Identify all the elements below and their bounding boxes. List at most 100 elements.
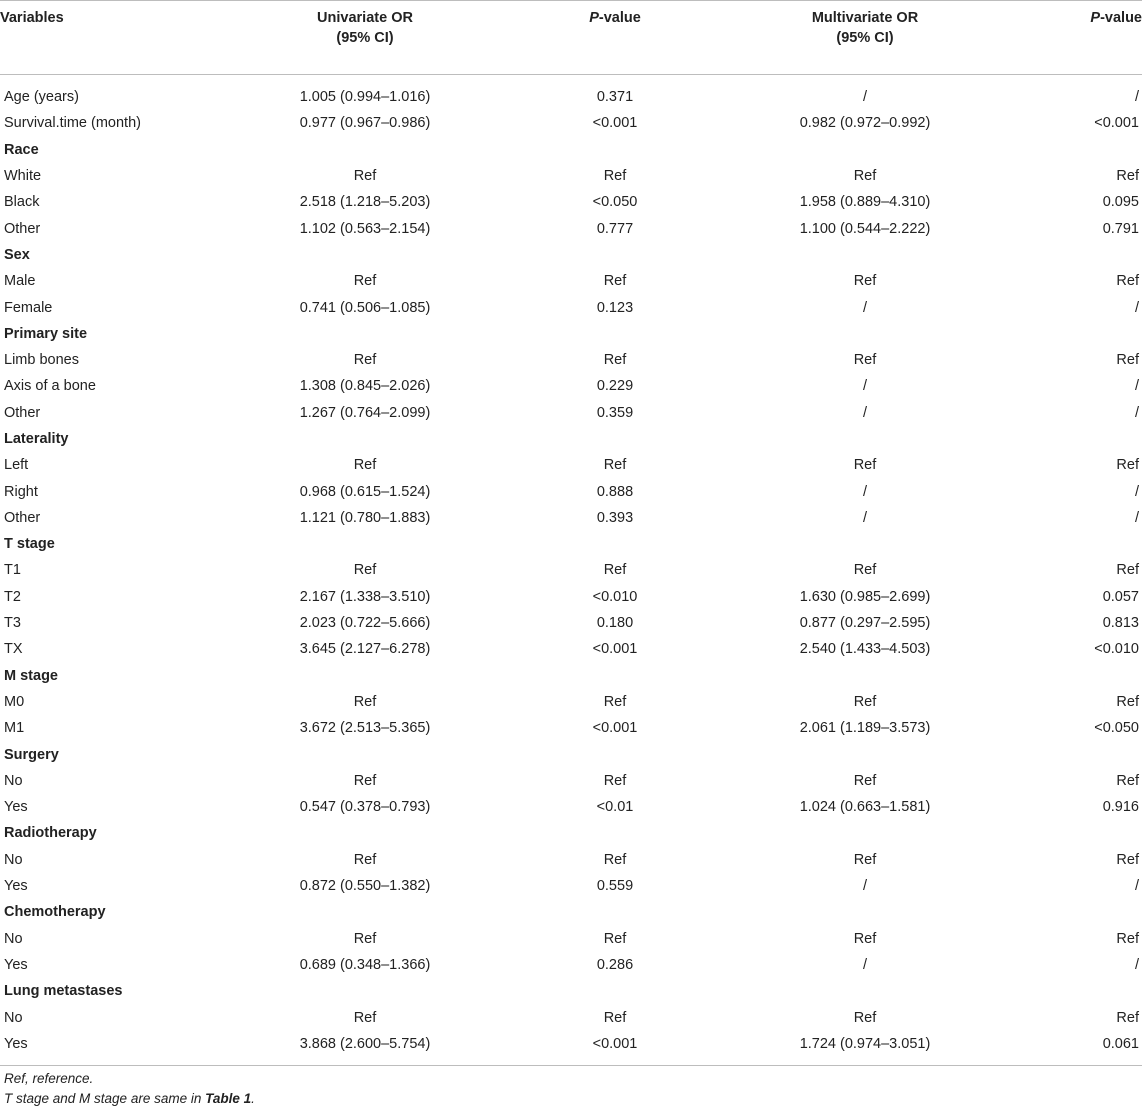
cell-variable: Female (4, 299, 53, 316)
footnote-stage: T stage and M stage are same in Table 1. (4, 1091, 255, 1106)
table-footnotes: Ref, reference. T stage and M stage are … (4, 1069, 255, 1109)
cell-univariate-p-value: 0.888 (596, 483, 634, 500)
group-header-row: M stage (0, 663, 1142, 689)
cell-univariate-p-value (515, 663, 715, 689)
cell-univariate-p-value: <0.050 (592, 194, 638, 211)
cell-variable: Other (4, 220, 41, 237)
group-header-row: Surgery (0, 741, 1142, 767)
cell-variable: Sex (4, 246, 30, 263)
cell-multivariate-or (715, 321, 1015, 347)
cell-variable: M0 (4, 693, 25, 710)
cell-univariate-p-value: <0.001 (592, 1035, 638, 1052)
cell-univariate-or: 1.121 (0.780–1.883) (299, 509, 431, 526)
cell-univariate-or: 3.645 (2.127–6.278) (299, 641, 431, 658)
cell-multivariate-p-value: 0.791 (1102, 220, 1139, 237)
cell-variable: TX (4, 641, 23, 658)
cell-univariate-or: 0.872 (0.550–1.382) (299, 878, 431, 895)
cell-multivariate-or: 0.877 (0.297–2.595) (799, 615, 931, 632)
table-row: Yes 0.872 (0.550–1.382) 0.559 / / (0, 873, 1142, 899)
cell-univariate-or (215, 899, 515, 925)
cell-multivariate-p-value: Ref (1116, 273, 1139, 290)
cell-univariate-or: 2.518 (1.218–5.203) (299, 194, 431, 211)
cell-multivariate-or (715, 820, 1015, 846)
cell-univariate-p-value: 0.180 (596, 615, 634, 632)
cell-multivariate-or (715, 663, 1015, 689)
cell-univariate-or: 1.005 (0.994–1.016) (299, 89, 431, 106)
cell-variable: Right (4, 483, 38, 500)
cell-multivariate-or: / (862, 483, 868, 500)
table-row: Black 2.518 (1.218–5.203) <0.050 1.958 (0.8… (0, 189, 1142, 215)
cell-univariate-or: Ref (353, 168, 377, 185)
cell-univariate-p-value: <0.001 (592, 115, 638, 132)
cell-multivariate-or: Ref (853, 457, 877, 474)
cell-multivariate-or: / (862, 878, 868, 895)
cell-multivariate-p-value: 0.095 (1102, 194, 1139, 211)
cell-univariate-or: Ref (353, 457, 377, 474)
cell-univariate-or: 1.102 (0.563–2.154) (299, 220, 431, 237)
cell-univariate-p-value: <0.010 (592, 588, 638, 605)
cell-variable: Laterality (4, 431, 69, 447)
cell-multivariate-or: Ref (853, 1009, 877, 1026)
cell-univariate-or: Ref (353, 352, 377, 369)
cell-variable: No (4, 772, 23, 789)
header-univariate-or: Univariate OR (95% CI) (215, 0, 515, 75)
cell-variable: Other (4, 404, 41, 421)
cell-univariate-or: 0.741 (0.506–1.085) (299, 299, 431, 316)
cell-variable: Male (4, 273, 36, 290)
cell-multivariate-or: 1.630 (0.985–2.699) (799, 588, 931, 605)
table-1-reference: Table 1 (205, 1091, 252, 1106)
cell-multivariate-or: Ref (853, 352, 877, 369)
table-bottom-spacer (0, 1056, 1142, 1066)
cell-multivariate-p-value: / (1134, 509, 1139, 526)
table-row: Right 0.968 (0.615–1.524) 0.888 / / (0, 478, 1142, 504)
table-body: Age (years) 1.005 (0.994–1.016) 0.371 / / Sur… (0, 84, 1142, 1066)
cell-multivariate-or: / (862, 89, 868, 106)
cell-univariate-or (215, 242, 515, 268)
cell-multivariate-p-value: Ref (1116, 562, 1139, 579)
cell-univariate-p-value: <0.001 (592, 641, 638, 658)
group-header-row: Race (0, 137, 1142, 163)
cell-multivariate-or: Ref (853, 562, 877, 579)
cell-univariate-p-value (515, 820, 715, 846)
cell-multivariate-p-value: Ref (1116, 352, 1139, 369)
cell-univariate-p-value (515, 741, 715, 767)
cell-multivariate-p-value: 0.061 (1102, 1035, 1139, 1052)
cell-multivariate-or (715, 426, 1015, 452)
cell-multivariate-or (715, 978, 1015, 1004)
cell-multivariate-p-value: / (1134, 299, 1139, 316)
group-header-row: Chemotherapy (0, 899, 1142, 925)
cell-multivariate-p-value: <0.001 (1094, 115, 1139, 132)
cell-univariate-p-value (515, 137, 715, 163)
cell-multivariate-p-value: Ref (1116, 693, 1139, 710)
cell-univariate-p-value: Ref (603, 851, 627, 868)
cell-univariate-or (215, 137, 515, 163)
cell-multivariate-p-value: / (1134, 483, 1139, 500)
cell-univariate-or: 0.968 (0.615–1.524) (299, 483, 431, 500)
table-row: Male Ref Ref Ref Ref (0, 268, 1142, 294)
cell-univariate-p-value: Ref (603, 930, 627, 947)
cell-multivariate-p-value: Ref (1116, 930, 1139, 947)
header-row: Variables Univariate OR (95% CI) P-value… (0, 0, 1142, 75)
table-row: Other 1.267 (0.764–2.099) 0.359 / / (0, 400, 1142, 426)
cell-multivariate-p-value: <0.050 (1094, 720, 1139, 737)
odds-ratio-table: Variables Univariate OR (95% CI) P-value… (0, 0, 1142, 1066)
cell-variable: White (4, 168, 42, 185)
cell-univariate-p-value: Ref (603, 457, 627, 474)
cell-univariate-or (215, 820, 515, 846)
header-multivariate-or: Multivariate OR (95% CI) (715, 0, 1015, 75)
table-row: T3 2.023 (0.722–5.666) 0.180 0.877 (0.297–2… (0, 610, 1142, 636)
cell-multivariate-or: Ref (853, 273, 877, 290)
table-row: Left Ref Ref Ref Ref (0, 452, 1142, 478)
cell-multivariate-p-value (1015, 531, 1142, 557)
cell-multivariate-or: / (862, 956, 868, 973)
cell-univariate-p-value: 0.229 (596, 378, 634, 395)
cell-univariate-or: 2.023 (0.722–5.666) (299, 615, 431, 632)
cell-multivariate-p-value: Ref (1116, 1009, 1139, 1026)
cell-univariate-or: Ref (353, 1009, 377, 1026)
cell-univariate-or: Ref (353, 930, 377, 947)
table-row: TX 3.645 (2.127–6.278) <0.001 2.540 (1.433–… (0, 636, 1142, 662)
table-row: No Ref Ref Ref Ref (0, 847, 1142, 873)
cell-multivariate-or: Ref (853, 168, 877, 185)
group-header-row: Laterality (0, 426, 1142, 452)
cell-variable: Yes (4, 878, 28, 895)
